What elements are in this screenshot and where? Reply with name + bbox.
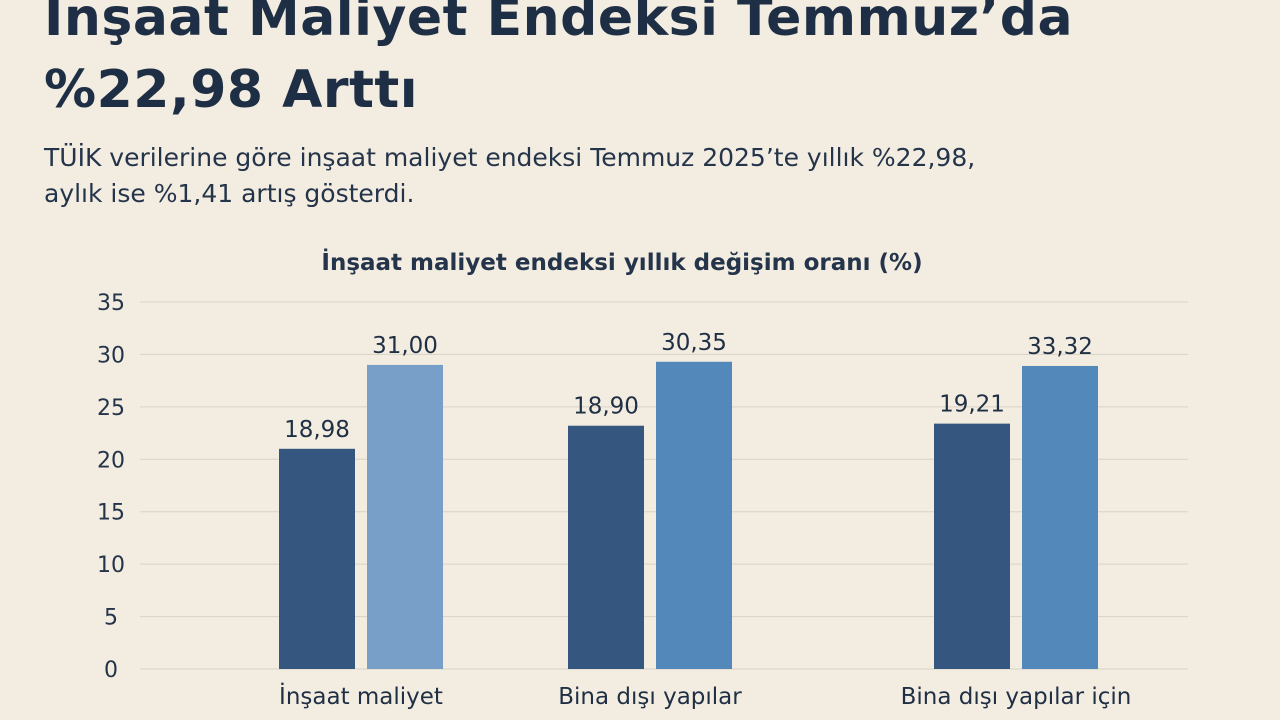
y-tick-label: 5 — [104, 606, 118, 631]
value-label: 33,32 — [1027, 334, 1093, 360]
bar-series-2-cat-2 — [656, 361, 732, 669]
y-tick-label: 25 — [97, 396, 125, 421]
value-label: 18,90 — [573, 394, 639, 420]
headline-line-1: İnşaat Maliyet Endeksi Temmuz’da — [44, 0, 1074, 48]
bar-series-2-cat-3 — [1022, 365, 1098, 669]
subtitle: TÜİK verilerine göre inşaat maliyet ende… — [44, 140, 975, 212]
y-tick-label: 30 — [97, 343, 125, 368]
subtitle-line-1: TÜİK verilerine göre inşaat maliyet ende… — [44, 143, 976, 172]
bar-series-2-cat-1 — [367, 364, 443, 669]
bar-series-1-cat-1 — [279, 448, 355, 669]
value-label: 31,00 — [372, 333, 438, 359]
headline: İnşaat Maliyet Endeksi Temmuz’da %22,98 … — [44, 0, 1073, 126]
y-tick-label: 35 — [97, 291, 125, 316]
chart-title: İnşaat maliyet endeksi yıllık değişim or… — [321, 248, 922, 276]
category-label: İnşaat maliyet — [279, 682, 443, 710]
category-labels: İnşaat maliyet Bina dışı yapılar Bina dışı… — [279, 682, 1131, 710]
value-label: 18,98 — [284, 417, 350, 443]
value-label: 30,35 — [661, 330, 727, 356]
y-tick-label: 15 — [97, 501, 125, 526]
headline-line-2: %22,98 Arttı — [44, 60, 419, 120]
y-tick-label: 0 — [104, 658, 118, 683]
y-axis-ticks: 0 5 10 15 20 25 30 35 — [97, 291, 125, 683]
bars — [279, 361, 1098, 669]
y-tick-label: 10 — [97, 553, 125, 578]
bar-series-1-cat-3 — [934, 423, 1010, 669]
y-tick-label: 20 — [97, 448, 125, 473]
bar-series-1-cat-2 — [568, 425, 644, 669]
subtitle-line-2: aylık ise %1,41 artış gösterdi. — [44, 179, 415, 208]
category-label: Bina dışı yapılar — [558, 684, 742, 710]
value-labels: 18,98 18,90 19,21 31,00 30,35 33,32 — [284, 330, 1093, 443]
value-label: 19,21 — [939, 392, 1005, 418]
category-label: Bina dışı yapılar için — [901, 684, 1132, 710]
